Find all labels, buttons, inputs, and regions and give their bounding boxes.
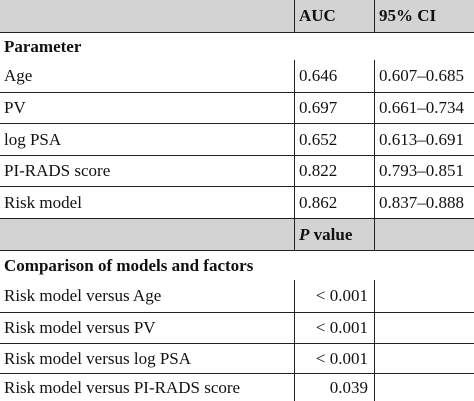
- param-ci: 0.793–0.851: [374, 156, 474, 186]
- table-row: Risk model versus log PSA < 0.001: [0, 343, 474, 373]
- comparison-name: Risk model versus PI-RADS score: [4, 377, 241, 397]
- section-title-row: Comparison of models and factors: [0, 250, 474, 280]
- header-ci: 95% CI: [374, 0, 474, 32]
- param-auc: 0.697: [294, 93, 374, 123]
- param-name: Risk model: [4, 192, 82, 212]
- table-row: Risk model 0.862 0.837–0.888: [0, 186, 474, 218]
- section-title-row: Parameter: [0, 32, 474, 60]
- table-row: log PSA 0.652 0.613–0.691: [0, 123, 474, 155]
- comparison-p: < 0.001: [294, 344, 374, 373]
- param-ci: 0.607–0.685: [374, 60, 474, 92]
- param-ci: 0.837–0.888: [374, 187, 474, 218]
- param-auc: 0.822: [294, 156, 374, 186]
- param-ci: 0.661–0.734: [374, 93, 474, 123]
- comparison-empty: [374, 374, 474, 401]
- param-auc: 0.862: [294, 187, 374, 218]
- section-title-comparison: Comparison of models and factors: [4, 255, 254, 275]
- header-p-suffix: value: [309, 224, 353, 244]
- header2-empty-right: [374, 219, 474, 250]
- comparison-p: < 0.001: [294, 280, 374, 312]
- param-auc: 0.652: [294, 124, 374, 155]
- comparison-p: < 0.001: [294, 313, 374, 343]
- header-empty-cell: [0, 0, 294, 32]
- param-name: PV: [4, 98, 26, 117]
- comparison-empty: [374, 313, 474, 343]
- header-auc: AUC: [294, 0, 374, 32]
- param-name: PI-RADS score: [4, 161, 111, 180]
- param-ci: 0.613–0.691: [374, 124, 474, 155]
- table-row: Risk model versus PI-RADS score 0.039: [0, 373, 474, 401]
- header-row-p-value: P value: [0, 218, 474, 250]
- comparison-name: Risk model versus PV: [4, 318, 156, 337]
- comparison-empty: [374, 280, 474, 312]
- param-auc: 0.646: [294, 60, 374, 92]
- table-row: PV 0.697 0.661–0.734: [0, 92, 474, 123]
- header-p-value: P value: [294, 219, 374, 250]
- param-name: Age: [4, 66, 33, 85]
- table-row: PI-RADS score 0.822 0.793–0.851: [0, 155, 474, 186]
- header-p-letter: P: [299, 224, 310, 244]
- header-row: AUC 95% CI: [0, 0, 474, 32]
- comparison-empty: [374, 344, 474, 373]
- comparison-name: Risk model versus Age: [4, 286, 162, 305]
- table-row: Risk model versus PV < 0.001: [0, 312, 474, 343]
- header2-empty-cell: [0, 219, 294, 250]
- param-name: log PSA: [4, 129, 62, 149]
- table-row: Age 0.646 0.607–0.685: [0, 60, 474, 92]
- section-title-parameter: Parameter: [4, 36, 82, 56]
- comparison-p: 0.039: [294, 374, 374, 401]
- table-row: Risk model versus Age < 0.001: [0, 280, 474, 312]
- comparison-name: Risk model versus log PSA: [4, 348, 192, 368]
